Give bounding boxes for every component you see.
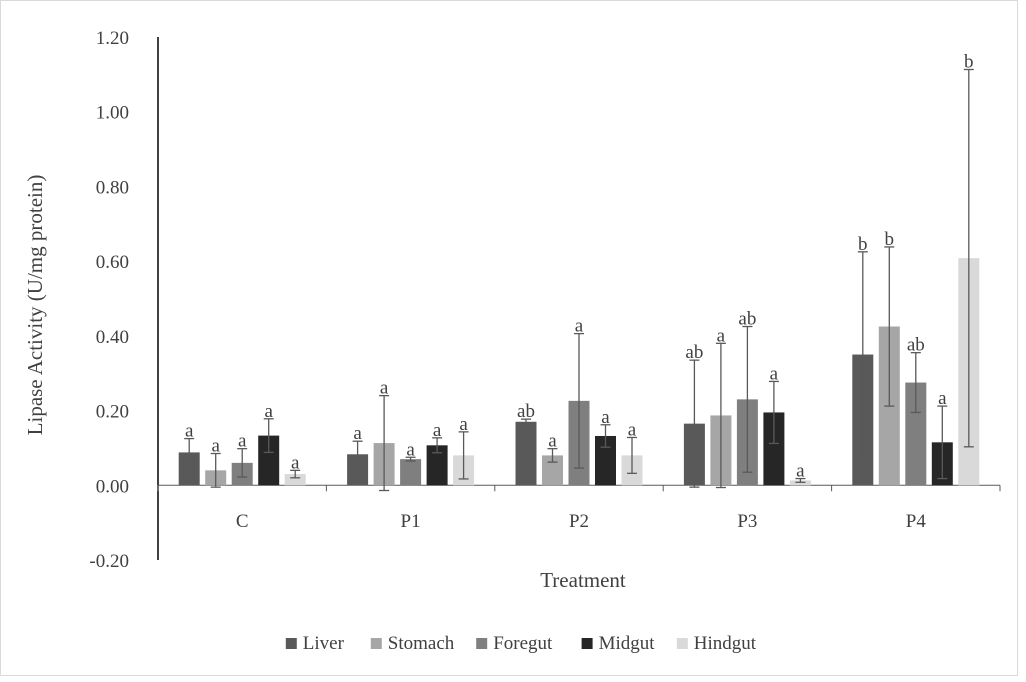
- bar-liver: [178, 452, 200, 486]
- bar-hindgut: [284, 474, 306, 486]
- y-axis-title: Lipase Activity (U/mg protein): [23, 175, 47, 436]
- x-tick-label: P1: [401, 511, 421, 532]
- error-bar: [689, 359, 700, 488]
- error-bar: [237, 448, 248, 478]
- significance-letter: ab: [907, 335, 925, 356]
- error-bar: [547, 448, 558, 463]
- legend-swatch: [370, 638, 382, 649]
- y-tick-label: 1.20: [96, 28, 129, 49]
- x-tick-label: C: [236, 511, 249, 532]
- significance-letter: a: [353, 423, 362, 444]
- significance-letter: a: [291, 452, 300, 473]
- legend-label: Stomach: [388, 633, 455, 654]
- x-tick-label: P2: [569, 511, 589, 532]
- error-bar: [184, 437, 195, 467]
- bar-midgut: [426, 445, 448, 486]
- error-bar: [432, 437, 443, 454]
- significance-letter: a: [796, 461, 805, 482]
- x-tick-label: P3: [737, 511, 757, 532]
- error-bar: [405, 456, 416, 462]
- error-bar: [210, 452, 221, 488]
- error-bar: [937, 405, 948, 480]
- legend-swatch: [676, 638, 688, 649]
- bar-midgut: [258, 435, 280, 486]
- error-bar: [458, 431, 469, 480]
- legend-label: Foregut: [493, 633, 553, 654]
- significance-letter: a: [185, 421, 194, 442]
- significance-letter: a: [380, 378, 389, 399]
- significance-letter: b: [858, 234, 868, 255]
- significance-letter: a: [717, 325, 726, 346]
- error-bars-layer: [184, 68, 974, 492]
- error-bar: [768, 380, 779, 445]
- error-bar: [857, 251, 868, 458]
- y-tick-label: 0.60: [96, 252, 129, 273]
- x-axis-title: Treatment: [540, 568, 626, 592]
- y-tick-label: -0.20: [89, 551, 129, 572]
- error-bar: [521, 418, 531, 426]
- significance-letter: ab: [685, 342, 703, 363]
- bar-foregut: [400, 459, 422, 486]
- significance-letter: a: [433, 420, 442, 441]
- legend-label: Hindgut: [694, 633, 757, 654]
- significance-letter: a: [459, 414, 468, 435]
- significance-letter: a: [628, 419, 637, 440]
- y-tick-label: 1.00: [96, 103, 129, 124]
- error-bar: [715, 342, 726, 489]
- significance-letter: a: [406, 439, 415, 460]
- error-bar: [574, 332, 584, 469]
- legend-item-foregut: Foregut: [476, 633, 553, 654]
- axis-layer: -0.20 0.00 0.20 0.40 0.60 0.80 1.00 1.20 C P1 P2 P3…: [89, 28, 1001, 572]
- error-bar: [627, 436, 637, 474]
- legend: Liver Stomach Foregut Midgut Hindgut: [285, 633, 757, 654]
- bar-liver: [347, 454, 369, 486]
- legend-item-stomach: Stomach: [370, 633, 455, 654]
- error-bar: [795, 477, 806, 483]
- legend-label: Liver: [303, 633, 345, 654]
- significance-letter: a: [238, 431, 247, 452]
- error-bar: [742, 325, 753, 473]
- y-tick-label: 0.40: [96, 327, 129, 348]
- legend-item-midgut: Midgut: [581, 633, 656, 654]
- legend-swatch: [476, 638, 488, 649]
- significance-letter: a: [770, 363, 779, 384]
- significance-letter: a: [575, 316, 584, 337]
- bar-midgut: [595, 435, 616, 486]
- error-bar: [884, 246, 895, 407]
- significance-letter: a: [938, 388, 947, 409]
- significance-letter: ab: [738, 309, 756, 330]
- legend-swatch: [581, 638, 593, 649]
- bar-liver: [515, 421, 537, 486]
- bar-midgut: [763, 412, 785, 486]
- legend-item-liver: Liver: [285, 633, 345, 654]
- significance-letter: ab: [517, 401, 535, 422]
- significance-letter: a: [548, 431, 557, 452]
- y-tick-label: 0.80: [96, 177, 129, 198]
- y-tick-label: 0.00: [96, 476, 129, 497]
- error-bar: [963, 68, 974, 448]
- x-tick-label: P4: [906, 511, 927, 532]
- error-bar: [290, 469, 301, 479]
- legend-item-hindgut: Hindgut: [676, 633, 757, 654]
- error-bar: [352, 440, 363, 469]
- error-bar: [600, 424, 611, 448]
- error-bar: [263, 418, 274, 454]
- significance-letter: a: [211, 436, 220, 457]
- bar-stomach: [542, 455, 563, 486]
- y-tick-label: 0.20: [96, 402, 129, 423]
- bar-foregut: [905, 382, 927, 486]
- significance-letter: a: [264, 401, 273, 422]
- significance-letter: b: [885, 229, 895, 250]
- significance-letter: a: [601, 407, 610, 428]
- legend-label: Midgut: [599, 633, 656, 654]
- significance-letter: b: [964, 52, 974, 73]
- error-bar: [379, 394, 390, 492]
- error-bar: [910, 352, 921, 414]
- legend-swatch: [285, 638, 297, 649]
